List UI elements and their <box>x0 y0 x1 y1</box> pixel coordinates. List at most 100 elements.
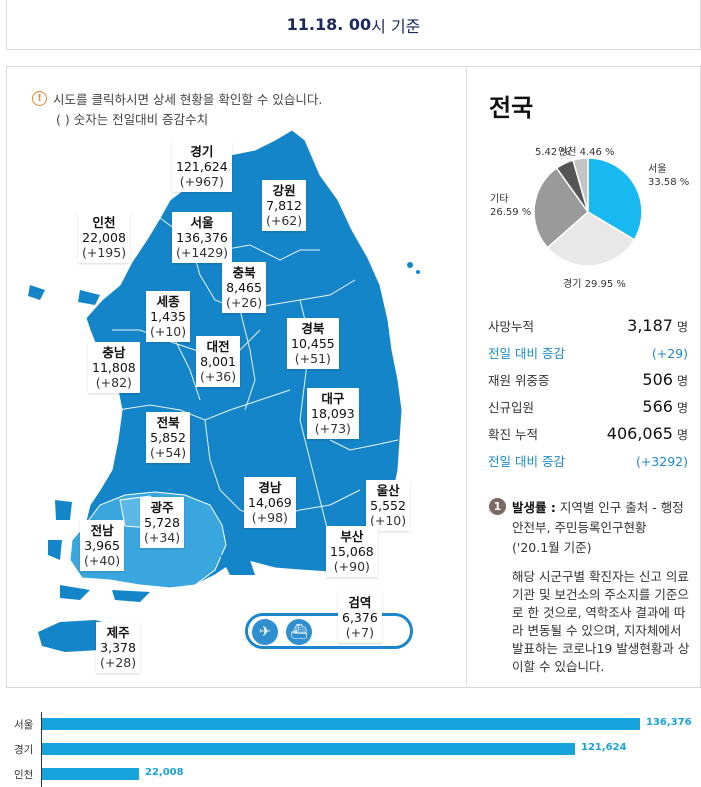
region-label-chungnam[interactable]: 충남 11,808 (+82) <box>88 342 140 393</box>
note-title: 발생률 : <box>512 500 556 515</box>
panel-divider <box>466 66 467 688</box>
info-icon: ! <box>32 91 47 106</box>
region-value: 1,435 <box>150 309 186 324</box>
pie-label-small-pct: 5.42 % <box>535 147 570 158</box>
region-value: 6,376 <box>342 610 378 625</box>
stat-value: 3,187 <box>627 316 673 335</box>
region-label-sejong[interactable]: 세종 1,435 (+10) <box>146 291 191 342</box>
date-header: 11.18. 00 시 기준 <box>6 0 701 50</box>
ship-icon[interactable]: ⛴ <box>286 619 312 645</box>
region-value: 14,069 <box>248 495 292 510</box>
region-name: 제주 <box>106 625 130 640</box>
bar-value-label: 121,624 <box>581 742 627 753</box>
region-label-daejeon[interactable]: 대전 8,001 (+36) <box>196 336 241 387</box>
note-line1: 지역별 인구 출처 - 행정안전부, 주민등록인구현황 <box>512 500 684 535</box>
stat-label: 전일 대비 증감 <box>488 454 565 469</box>
region-label-incheon[interactable]: 인천 22,008 (+195) <box>78 212 131 263</box>
stat-label: 확진 누적 <box>488 427 538 442</box>
region-label-busan[interactable]: 부산 15,068 (+90) <box>326 526 378 577</box>
region-value: 10,455 <box>291 336 335 351</box>
region-value: 18,093 <box>311 406 355 421</box>
region-label-jeonbuk[interactable]: 전북 5,852 (+54) <box>146 412 191 463</box>
disclaimer-note: 해당 시군구별 확진자는 신고 의료기관 및 보건소의 주소지를 기준으로 한 … <box>512 569 690 674</box>
bar-chart-axis <box>41 712 42 787</box>
pie-label-seoul: 서울 33.58 % <box>648 163 689 189</box>
stat-value: 506 <box>642 370 673 389</box>
stat-value-wrap: 506 명 <box>642 370 688 389</box>
date-time: 11.18. 00 <box>286 15 372 34</box>
region-delta: (+195) <box>82 245 127 260</box>
bar-value-label: 136,376 <box>646 717 692 728</box>
region-value: 15,068 <box>330 544 374 559</box>
region-value: 3,378 <box>100 640 136 655</box>
bar-row: 경기 121,624 <box>0 742 701 756</box>
date-suffix: 시 기준 <box>371 16 421 36</box>
region-name: 경남 <box>258 480 282 495</box>
stat-critical: 재원 위중증 506 명 <box>488 370 688 397</box>
stat-deaths-change: 전일 대비 증감 (+29) <box>488 343 688 370</box>
national-stats: 사망누적 3,187 명 전일 대비 증감 (+29) 재원 위중증 506 명 신… <box>488 316 688 478</box>
region-delta: (+36) <box>200 369 237 384</box>
region-label-seoul[interactable]: 서울 136,376 (+1429) <box>172 212 233 263</box>
region-label-gyeongnam[interactable]: 경남 14,069 (+98) <box>244 477 296 528</box>
region-name: 강원 <box>272 183 296 198</box>
region-label-ulsan[interactable]: 울산 5,552 (+10) <box>366 480 411 531</box>
region-label-gyeonggi[interactable]: 경기 121,624 (+967) <box>172 141 232 192</box>
region-value: 136,376 <box>176 230 228 245</box>
region-name: 충북 <box>232 265 256 280</box>
region-name: 경북 <box>301 321 325 336</box>
region-delta: (+28) <box>100 655 137 670</box>
region-delta: (+1429) <box>176 245 229 260</box>
stat-confirmed-change: 전일 대비 증감 (+3292) <box>488 451 688 478</box>
region-delta: (+26) <box>226 295 263 310</box>
region-name: 광주 <box>150 500 174 515</box>
bar-category-label: 경기 <box>14 744 34 756</box>
region-label-quarantine[interactable]: 검역 6,376 (+7) <box>338 592 382 643</box>
region-delta: (+34) <box>144 530 181 545</box>
stat-label: 전일 대비 증감 <box>488 346 565 361</box>
bar[interactable] <box>42 768 139 780</box>
region-delta: (+10) <box>150 324 187 339</box>
region-name: 전남 <box>90 523 114 538</box>
region-delta: (+62) <box>266 213 303 228</box>
region-label-gwangju[interactable]: 광주 5,728 (+34) <box>140 497 185 548</box>
stat-value: 566 <box>642 397 673 416</box>
stat-unit: 명 <box>676 401 688 415</box>
region-label-jeju[interactable]: 제주 3,378 (+28) <box>96 622 141 673</box>
region-value: 5,852 <box>150 430 186 445</box>
region-label-gangwon[interactable]: 강원 7,812 (+62) <box>262 180 307 231</box>
region-label-jeonnam[interactable]: 전남 3,965 (+40) <box>80 520 125 571</box>
stat-unit: 명 <box>676 374 688 388</box>
incidence-note: 발생률 : 지역별 인구 출처 - 행정안전부, 주민등록인구현황 ('20.1… <box>512 498 687 558</box>
region-value: 11,808 <box>92 360 136 375</box>
region-label-chungbuk[interactable]: 충북 8,465 (+26) <box>222 262 267 313</box>
stat-unit: 명 <box>676 428 688 442</box>
region-name: 부산 <box>340 529 364 544</box>
note-number-badge: 1 <box>489 498 506 515</box>
bar-value-label: 22,008 <box>145 767 184 778</box>
pie-label-pct: 33.58 % <box>648 177 690 188</box>
region-name: 서울 <box>190 215 214 230</box>
stat-value: (+3292) <box>635 454 688 469</box>
islands <box>28 262 420 602</box>
region-name: 세종 <box>156 294 180 309</box>
bar[interactable] <box>42 718 640 730</box>
pie-label-pct: 29.95 % <box>584 279 626 290</box>
pie-label-other: 기타 26.59 % <box>490 193 531 219</box>
region-label-gyeongbuk[interactable]: 경북 10,455 (+51) <box>287 318 339 369</box>
region-label-daegu[interactable]: 대구 18,093 (+73) <box>307 388 359 439</box>
stat-label: 신규입원 <box>488 400 535 415</box>
region-delta: (+54) <box>150 445 187 460</box>
region-name: 울산 <box>376 483 400 498</box>
national-title: 전국 <box>489 94 534 122</box>
stat-deaths: 사망누적 3,187 명 <box>488 316 688 343</box>
bar[interactable] <box>42 743 575 755</box>
region-name: 검역 <box>348 595 372 610</box>
bar-category-label: 인천 <box>14 769 34 781</box>
bar-row: 서울 136,376 <box>0 717 701 731</box>
region-delta: (+98) <box>251 510 288 525</box>
airplane-icon[interactable]: ✈ <box>252 619 278 645</box>
region-delta: (+967) <box>179 174 224 189</box>
quarantine-pill[interactable]: ✈ ⛴ <box>245 613 413 649</box>
region-delta: (+90) <box>333 559 370 574</box>
